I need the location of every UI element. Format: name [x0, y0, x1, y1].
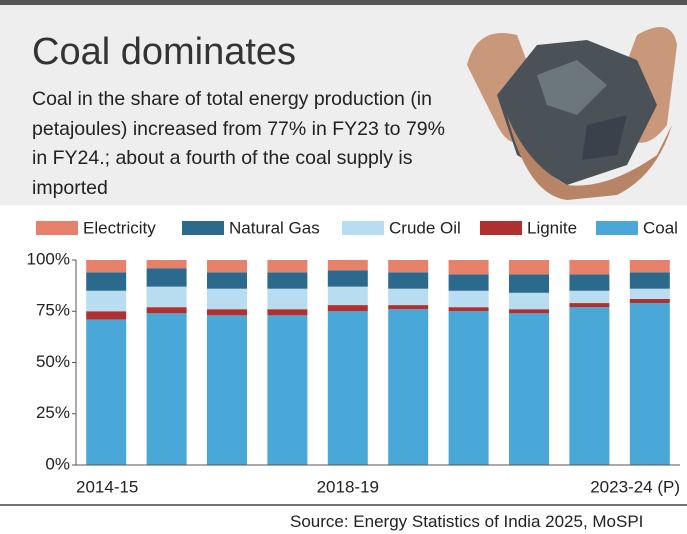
- y-tick-label: 25%: [36, 403, 70, 422]
- legend-label: Electricity: [83, 218, 156, 237]
- bar-segment: [207, 309, 247, 316]
- bar-segment: [207, 260, 247, 273]
- bar-segment: [569, 303, 610, 308]
- legend-label: Coal: [643, 218, 678, 237]
- bar-segment: [388, 288, 429, 306]
- source: Source: Energy Statistics of India 2025,…: [290, 512, 644, 531]
- bar-segment: [388, 272, 429, 289]
- bar-segment: [569, 260, 610, 275]
- bar-segment: [327, 270, 368, 287]
- bar-segment: [388, 305, 429, 310]
- bar-segment: [327, 305, 368, 312]
- bar-segment: [86, 319, 127, 465]
- legend-swatch: [596, 221, 638, 235]
- bar-segment: [448, 290, 489, 308]
- y-tick-label: 50%: [36, 352, 70, 371]
- bar-segment: [86, 260, 127, 273]
- bar-segment: [86, 311, 127, 320]
- x-tick-label: 2014-15: [76, 477, 138, 496]
- bar-segment: [327, 260, 368, 271]
- legend-label: Lignite: [527, 218, 577, 237]
- bar-segment: [629, 272, 670, 289]
- bar-segment: [207, 272, 247, 289]
- bar-segment: [267, 260, 308, 273]
- bar-segment: [207, 315, 247, 465]
- y-tick-label: 75%: [36, 301, 70, 320]
- bar-segment: [146, 313, 187, 465]
- legend-label: Natural Gas: [229, 218, 320, 237]
- bar-segment: [267, 309, 308, 316]
- bar-segment: [448, 307, 489, 312]
- y-tick-label: 100%: [27, 249, 70, 268]
- bar-segment: [448, 311, 489, 465]
- y-tick-label: 0%: [45, 454, 70, 473]
- bar-segment: [146, 268, 187, 287]
- bar-segment: [509, 260, 549, 275]
- bar-segment: [327, 311, 368, 465]
- legend-swatch: [182, 221, 224, 235]
- bar-segment: [267, 272, 308, 289]
- bar-segment: [448, 274, 489, 291]
- x-tick-label: 2018-19: [317, 477, 379, 496]
- bar-segment: [146, 307, 187, 314]
- bar-segment: [388, 309, 429, 465]
- bar-segment: [86, 272, 127, 291]
- bar-segment: [509, 313, 549, 465]
- legend-label: Crude Oil: [389, 218, 461, 237]
- x-tick-label: 2023-24 (P): [590, 477, 680, 496]
- bar-segment: [569, 274, 610, 291]
- legend-swatch: [480, 221, 522, 235]
- legend-swatch: [342, 221, 384, 235]
- bar-segment: [388, 260, 429, 273]
- bar-segment: [267, 315, 308, 465]
- bar-segment: [569, 290, 610, 304]
- bar-segment: [146, 260, 187, 269]
- bar-segment: [86, 290, 127, 312]
- coal-photo: [467, 27, 677, 200]
- bar-segment: [629, 288, 670, 299]
- bar-segment: [629, 298, 670, 304]
- bar-segment: [509, 292, 549, 310]
- bar-segment: [509, 309, 549, 314]
- header: Coal dominates Coal in the share of tota…: [0, 0, 687, 205]
- bar-segment: [629, 303, 670, 465]
- chart-subtitle: Coal in the share of total energy produc…: [32, 88, 445, 199]
- bar-segment: [327, 286, 368, 306]
- bar-segment: [146, 286, 187, 308]
- legend-swatch: [36, 221, 78, 235]
- bar-segment: [207, 288, 247, 310]
- chart-title: Coal dominates: [32, 31, 297, 73]
- bar-segment: [509, 274, 549, 293]
- bar-segment: [267, 288, 308, 310]
- bar-segment: [569, 307, 610, 465]
- bar-segment: [448, 260, 489, 275]
- bar-segment: [629, 260, 670, 273]
